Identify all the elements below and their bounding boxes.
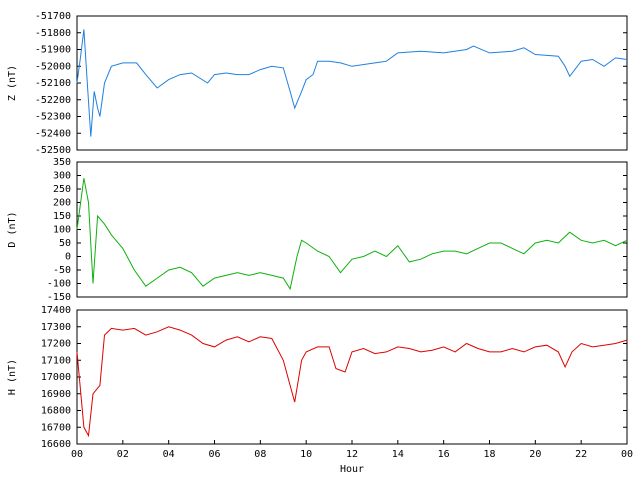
y-tick-label: -52200 (35, 95, 71, 106)
x-tick-label: 00 (621, 449, 633, 460)
y-tick-label: -150 (47, 292, 71, 303)
data-line (76, 326, 628, 438)
y-tick-label: -51900 (35, 45, 71, 56)
x-tick-label: 02 (117, 449, 129, 460)
y-tick-label: 100 (53, 225, 71, 236)
y-tick-label: 16600 (41, 439, 71, 450)
y-tick-label: -50 (53, 265, 71, 276)
y-axis-label: Z (nT) (7, 65, 18, 101)
y-tick-label: 17300 (41, 322, 71, 333)
x-tick-label: 04 (163, 449, 175, 460)
plot-frame (76, 15, 628, 151)
x-tick-label: 00 (71, 449, 83, 460)
y-tick-label: 350 (53, 157, 71, 168)
y-tick-label: 50 (59, 238, 71, 249)
y-tick-label: -51800 (35, 28, 71, 39)
x-tick-label: 14 (392, 449, 404, 460)
y-tick-label: -52000 (35, 61, 71, 72)
plot-frame (76, 309, 628, 445)
x-tick-label: 22 (575, 449, 587, 460)
x-tick-label: 16 (438, 449, 450, 460)
x-tick-label: 06 (208, 449, 220, 460)
y-tick-label: -52500 (35, 145, 71, 156)
y-tick-label: 16900 (41, 389, 71, 400)
y-tick-label: -52300 (35, 112, 71, 123)
y-tick-label: 17100 (41, 355, 71, 366)
x-axis-label: Hour (340, 464, 364, 475)
y-tick-label: 250 (53, 184, 71, 195)
y-tick-label: 17200 (41, 339, 71, 350)
y-axis-label: H (nT) (7, 359, 18, 395)
y-tick-label: 150 (53, 211, 71, 222)
y-tick-label: 17000 (41, 372, 71, 383)
y-tick-label: -51700 (35, 11, 71, 22)
data-line (76, 29, 628, 137)
y-tick-label: -52400 (35, 128, 71, 139)
y-tick-label: 16700 (41, 422, 71, 433)
y-tick-label: 16800 (41, 406, 71, 417)
y-tick-label: 0 (65, 252, 71, 263)
data-line (76, 178, 628, 291)
x-tick-label: 20 (529, 449, 541, 460)
x-tick-label: 10 (300, 449, 312, 460)
x-tick-label: 12 (346, 449, 358, 460)
y-tick-label: -52100 (35, 78, 71, 89)
y-tick-label: -100 (47, 279, 71, 290)
y-tick-label: 17400 (41, 305, 71, 316)
x-tick-label: 18 (483, 449, 495, 460)
y-tick-label: 200 (53, 198, 71, 209)
y-tick-label: 300 (53, 171, 71, 182)
x-tick-label: 08 (254, 449, 266, 460)
y-axis-label: D (nT) (7, 211, 18, 247)
